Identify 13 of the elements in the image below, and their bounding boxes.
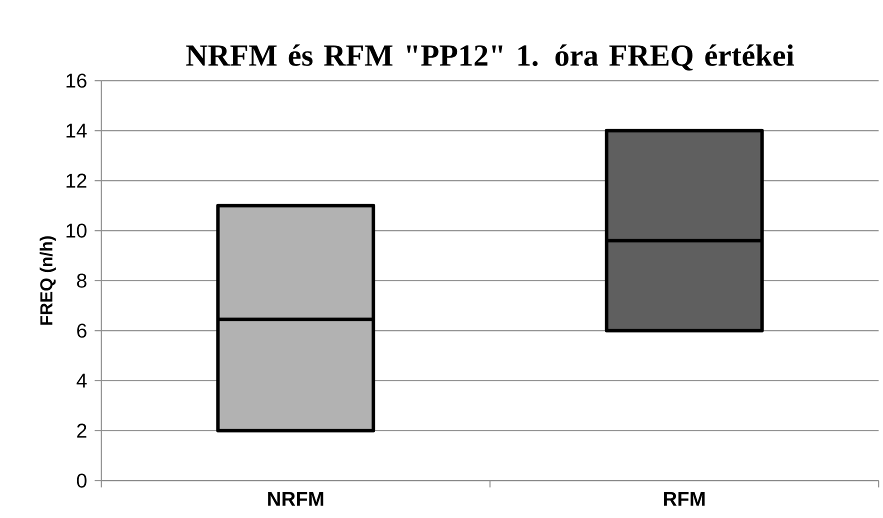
y-tick-label: 14 [66,124,87,138]
y-tick-label: 8 [77,274,86,288]
y-tick-label: 10 [66,224,86,238]
y-axis-title: FREQ (n/h) [40,236,56,325]
y-tick-label: 6 [77,324,86,338]
x-tick-label: NRFM [268,492,324,506]
y-tick-label: 4 [76,374,87,388]
y-tick-label: 2 [77,424,86,438]
chart-title: NRFM és RFM "PP12" 1. óra FREQ értékei [186,44,794,71]
y-tick-label: 12 [66,174,86,188]
x-tick-label: RFM [664,492,705,506]
y-tick-label: 0 [76,474,87,488]
y-tick-label: 16 [66,74,86,88]
